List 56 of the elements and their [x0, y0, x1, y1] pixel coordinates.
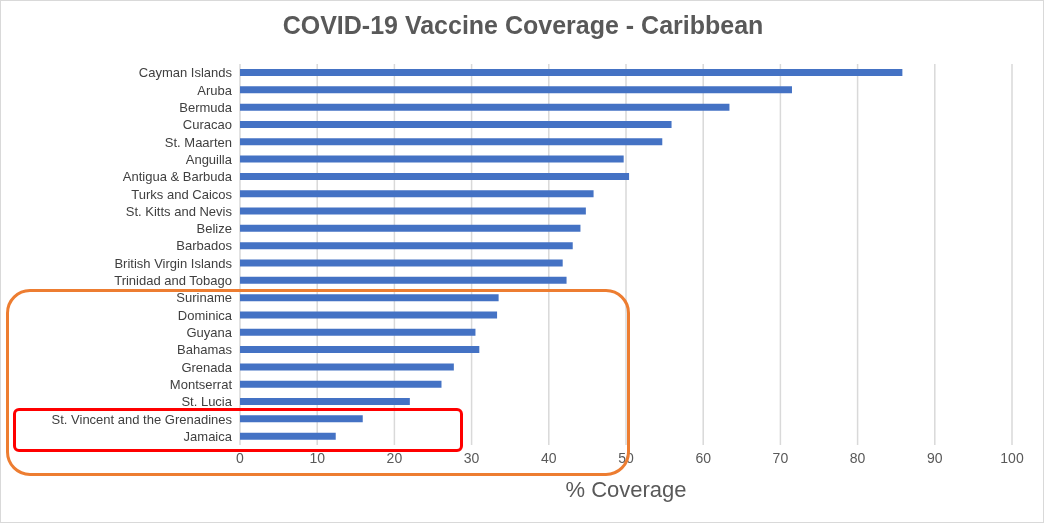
x-tick-label: 90: [927, 449, 943, 466]
y-tick-label: Trinidad and Tobago: [114, 273, 232, 289]
y-tick-label: Montserrat: [169, 377, 233, 392]
x-tick-label: 0: [236, 449, 245, 466]
y-tick-label: Jamaica: [183, 428, 233, 444]
y-tick-label: Guyana: [186, 325, 233, 341]
bar: [240, 415, 363, 423]
bar: [240, 155, 624, 163]
bar: [240, 190, 594, 198]
y-tick-label: Bahamas: [177, 342, 233, 358]
x-tick-label: 70: [772, 449, 789, 466]
x-tick-label: 10: [309, 449, 326, 466]
bar: [240, 363, 454, 371]
chart-title: COVID-19 Vaccine Coverage - Caribbean: [281, 11, 765, 40]
x-tick-label: 80: [849, 449, 866, 466]
bar: [240, 346, 480, 354]
x-tick-label: 100: [1000, 449, 1024, 466]
y-tick-label: Dominica: [177, 307, 233, 323]
y-tick-label: Antigua & Barbuda: [122, 169, 233, 185]
y-tick-label: Curacao: [182, 117, 232, 133]
bar: [240, 380, 442, 388]
y-tick-label: St. Kitts and Nevis: [125, 203, 233, 219]
y-tick-label: Aruba: [197, 82, 233, 98]
x-tick-label: 40: [541, 449, 557, 466]
bar: [240, 86, 792, 94]
y-tick-label: Barbados: [176, 238, 233, 254]
bar: [240, 276, 567, 284]
y-tick-label: Bermuda: [179, 99, 233, 115]
bar: [240, 294, 499, 302]
y-tick-label: Suriname: [176, 290, 232, 306]
y-tick-label: British Virgin Islands: [114, 255, 233, 271]
y-tick-label: Belize: [196, 221, 232, 237]
bar: [240, 207, 586, 215]
bar: [240, 242, 573, 250]
bar: [240, 398, 410, 406]
bar: [240, 259, 563, 267]
bar: [240, 120, 672, 128]
bar: [240, 432, 336, 440]
bar: [240, 69, 903, 76]
y-tick-label: Turks and Caicos: [131, 186, 233, 202]
y-tick-label: St. Lucia: [181, 394, 233, 410]
y-tick-label: Cayman Islands: [138, 65, 233, 81]
bar: [240, 224, 581, 232]
bar: [240, 172, 630, 180]
bar: [240, 328, 476, 336]
x-tick-label: 60: [695, 449, 712, 466]
y-tick-label: Anguilla: [185, 151, 233, 167]
x-tick-label: 20: [386, 449, 403, 466]
y-tick-label: St. Maarten: [164, 134, 232, 150]
x-axis-title: % Coverage: [564, 477, 688, 503]
bar: [240, 103, 730, 111]
y-tick-label: Grenada: [181, 359, 233, 375]
bar: [240, 138, 663, 146]
x-tick-label: 30: [463, 449, 480, 466]
y-tick-label: St. Vincent and the Grenadines: [51, 411, 233, 427]
bar: [240, 311, 498, 319]
